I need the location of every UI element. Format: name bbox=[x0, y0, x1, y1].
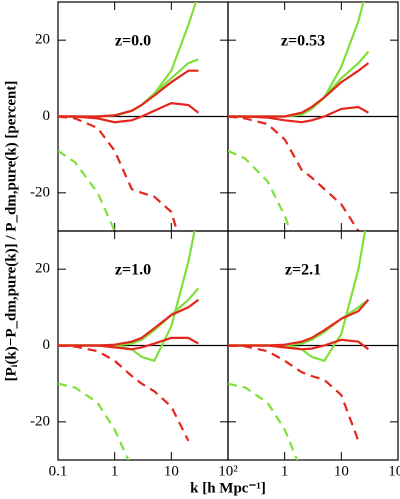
data-line bbox=[58, 382, 130, 460]
data-line bbox=[58, 2, 198, 118]
data-line bbox=[228, 298, 370, 347]
x-tick-label: 1 bbox=[111, 463, 119, 479]
data-line bbox=[58, 69, 199, 118]
data-line bbox=[228, 149, 292, 231]
panel-title: z=1.0 bbox=[115, 262, 151, 279]
x-tick-label: 10² bbox=[218, 463, 238, 479]
panel-title: z=2.1 bbox=[285, 262, 321, 279]
data-line bbox=[228, 115, 360, 231]
data-line bbox=[58, 149, 116, 231]
y-tick-label: 20 bbox=[35, 32, 50, 48]
data-line bbox=[228, 382, 299, 460]
x-axis-label: k [h Mpc⁻¹] bbox=[190, 480, 266, 496]
data-line bbox=[58, 58, 199, 118]
plot-area bbox=[228, 231, 370, 460]
data-line bbox=[228, 338, 370, 351]
x-tick-label: 10 bbox=[334, 463, 349, 479]
data-line bbox=[58, 336, 199, 351]
x-tick-label: 10² bbox=[388, 463, 400, 479]
y-tick-label: 0 bbox=[43, 337, 51, 353]
data-line bbox=[58, 344, 190, 442]
data-line bbox=[228, 344, 360, 442]
y-tick-label: -20 bbox=[30, 413, 50, 429]
y-tick-label: 0 bbox=[43, 108, 51, 124]
data-line bbox=[228, 231, 367, 363]
data-line bbox=[228, 50, 370, 118]
panel-title: z=0.53 bbox=[281, 33, 325, 50]
y-tick-label: -20 bbox=[30, 184, 50, 200]
x-tick-label: 1 bbox=[281, 463, 289, 479]
x-tick-label: 10 bbox=[164, 463, 179, 479]
data-line bbox=[228, 2, 365, 118]
y-axis-label: [Pᵢ(k)−P_dm,pure(k)] / P_dm,pure(k) [per… bbox=[3, 81, 19, 382]
data-line bbox=[228, 298, 370, 347]
data-line bbox=[58, 115, 179, 231]
x-tick-label: 0.1 bbox=[49, 463, 68, 479]
data-line bbox=[228, 105, 369, 124]
panel-title: z=0.0 bbox=[115, 33, 151, 50]
data-line bbox=[58, 101, 200, 124]
plot-area bbox=[58, 231, 200, 460]
plot-area bbox=[58, 2, 200, 231]
y-tick-label: 20 bbox=[35, 261, 50, 277]
